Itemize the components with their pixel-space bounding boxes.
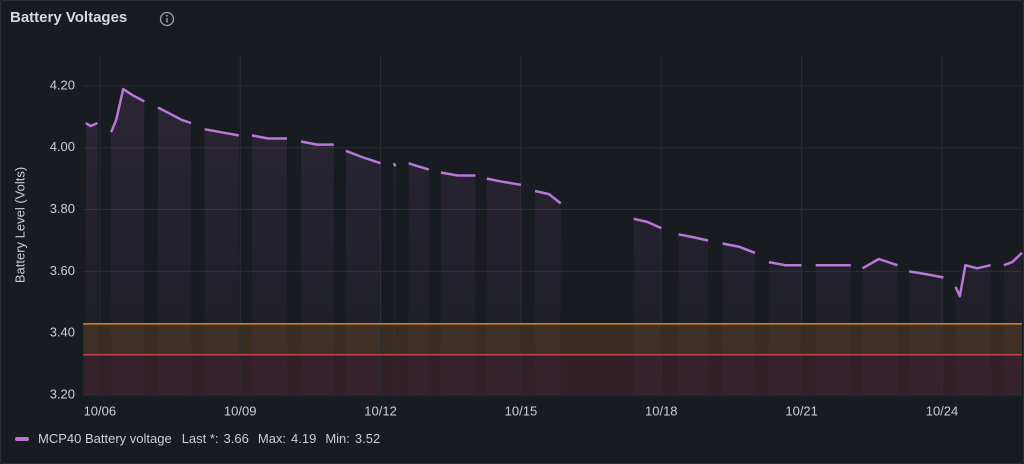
series-line	[85, 87, 1023, 298]
y-tick-label: 3.40	[50, 325, 75, 340]
info-icon[interactable]	[159, 11, 175, 27]
y-tick-label: 3.80	[50, 201, 75, 216]
legend-swatch[interactable]	[15, 436, 29, 441]
legend-stat-label: Min:	[325, 431, 350, 446]
legend: MCP40 Battery voltage Last *: 3.66 Max: 4.19…	[15, 431, 384, 446]
legend-stat-value: 3.52	[354, 431, 381, 446]
x-tick-label: 10/24	[926, 403, 959, 418]
legend-stat-value: 4.19	[291, 431, 317, 446]
legend-stat-value: 3.66	[223, 431, 249, 446]
legend-stat-label: Last *:	[181, 431, 219, 446]
y-axis-label: Battery Level (Volts)	[12, 167, 27, 283]
y-tick-label: 3.20	[50, 386, 75, 401]
panel-title: Battery Voltages	[10, 9, 128, 26]
y-tick-label: 4.20	[50, 77, 75, 92]
legend-stat-label: Max:	[257, 431, 287, 446]
y-tick-label: 4.00	[50, 139, 75, 154]
legend-label[interactable]: MCP40 Battery voltage	[38, 431, 172, 446]
x-tick-label: 10/06	[84, 403, 117, 418]
y-tick-label: 3.60	[50, 263, 75, 278]
x-tick-label: 10/09	[224, 403, 257, 418]
x-tick-label: 10/12	[364, 403, 397, 418]
x-tick-label: 10/15	[505, 403, 538, 418]
chart: Battery Level (Volts) 3.20 3.40 3.60 3.80 4.…	[12, 55, 1023, 418]
x-tick-label: 10/18	[645, 403, 678, 418]
series-area	[85, 89, 1023, 395]
x-tick-label: 10/21	[785, 403, 818, 418]
